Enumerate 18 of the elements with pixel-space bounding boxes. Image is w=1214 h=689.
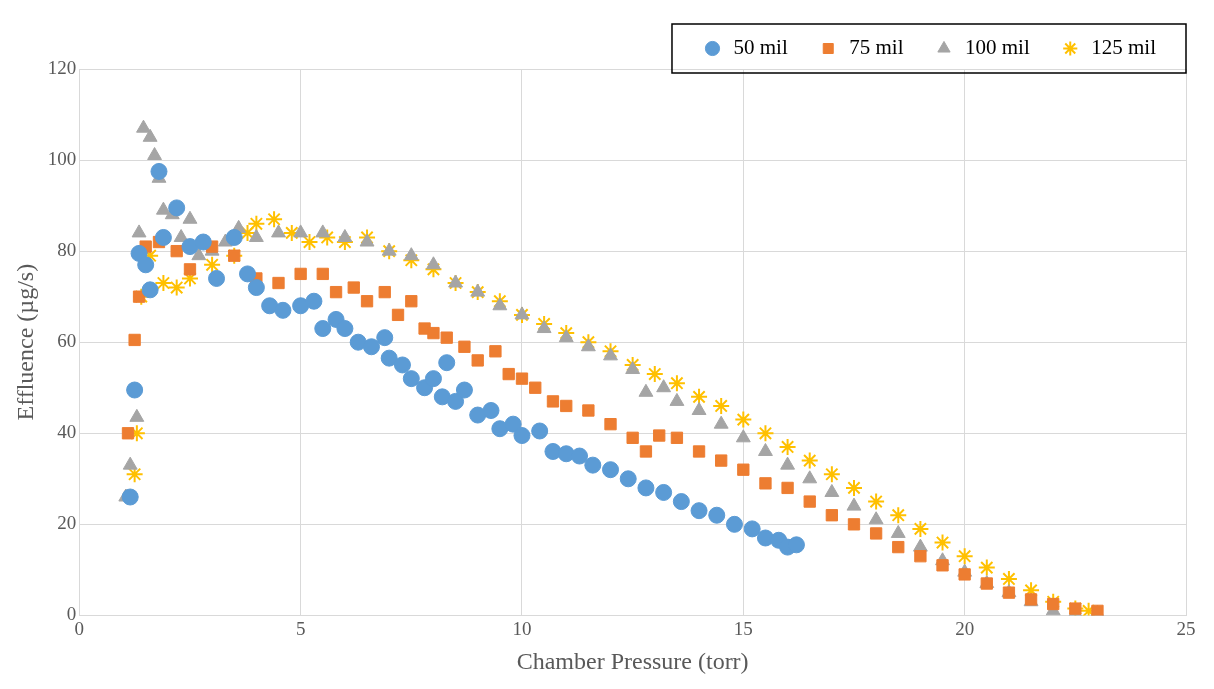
x-tick-label: 15 bbox=[733, 617, 753, 639]
x-tick-label: 20 bbox=[955, 617, 975, 639]
x-tick-label: 10 bbox=[512, 617, 532, 639]
y-tick-label: 40 bbox=[57, 421, 77, 443]
x-tick-label: 25 bbox=[1176, 617, 1196, 639]
y-axis-title: Effluence (µg/s) bbox=[11, 263, 38, 421]
x-tick-label: 5 bbox=[295, 617, 306, 639]
legend-label: 75 mil bbox=[849, 35, 904, 60]
y-tick-label: 120 bbox=[47, 56, 77, 78]
x-axis-title: Chamber Pressure (torr) bbox=[516, 647, 749, 674]
y-tick-label: 60 bbox=[57, 330, 77, 352]
y-tick-label: 100 bbox=[47, 148, 77, 170]
legend-label: 50 mil bbox=[733, 35, 788, 60]
y-tick-label: 80 bbox=[57, 239, 77, 261]
legend-label: 125 mil bbox=[1091, 35, 1157, 60]
legend-label: 100 mil bbox=[964, 35, 1030, 60]
y-tick-label: 0 bbox=[66, 603, 77, 625]
y-tick-label: 20 bbox=[57, 512, 77, 534]
